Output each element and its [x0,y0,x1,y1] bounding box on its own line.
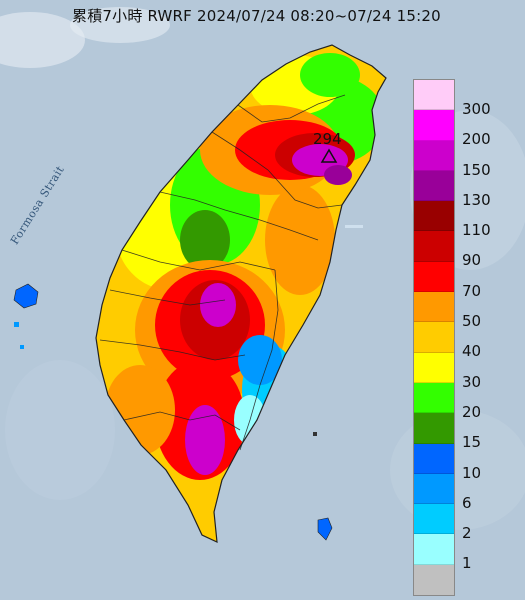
legend-label: 2 [462,524,472,543]
legend-label: 6 [462,493,472,512]
legend-swatch [414,443,454,474]
legend-swatch [414,382,454,414]
legend-swatch [414,473,454,505]
legend-label: 30 [462,372,482,391]
legend-swatch [414,413,454,444]
legend-swatch [414,170,454,202]
legend-swatch [414,504,454,535]
legend-label: 50 [462,312,482,331]
legend-label: 1 [462,554,472,573]
county-boundaries [99,94,346,451]
legend-swatch [414,110,454,141]
legend-swatch [414,292,454,323]
legend-swatch [414,261,454,293]
legend-label: 70 [462,281,482,300]
legend-swatch [414,140,454,171]
legend-swatch [414,534,454,565]
legend-label: 20 [462,402,482,421]
max-rainfall-label: 294 [313,130,342,148]
legend-label: 200 [462,130,491,149]
legend-swatch [414,231,454,262]
legend-swatch [414,80,454,111]
triangle-outline-icon [320,148,338,163]
legend-swatch [414,564,454,596]
color-legend [413,79,455,597]
legend-label: 10 [462,463,482,482]
legend-label: 130 [462,190,491,209]
legend-swatch [414,201,454,232]
map-title: 累積7小時 RWRF 2024/07/24 08:20~07/24 15:20 [72,7,441,25]
legend-swatch [414,352,454,383]
legend-label: 150 [462,160,491,179]
legend-label: 40 [462,342,482,361]
legend-label: 110 [462,221,491,240]
legend-label: 300 [462,100,491,118]
legend-labels: 300 200 150 130 110 90 70 50 40 30 20 15 10 6 2 1 [462,94,491,579]
legend-label: 90 [462,251,482,270]
legend-label: 15 [462,433,482,452]
offshore-islands [13,225,363,541]
legend-swatch [414,322,454,353]
